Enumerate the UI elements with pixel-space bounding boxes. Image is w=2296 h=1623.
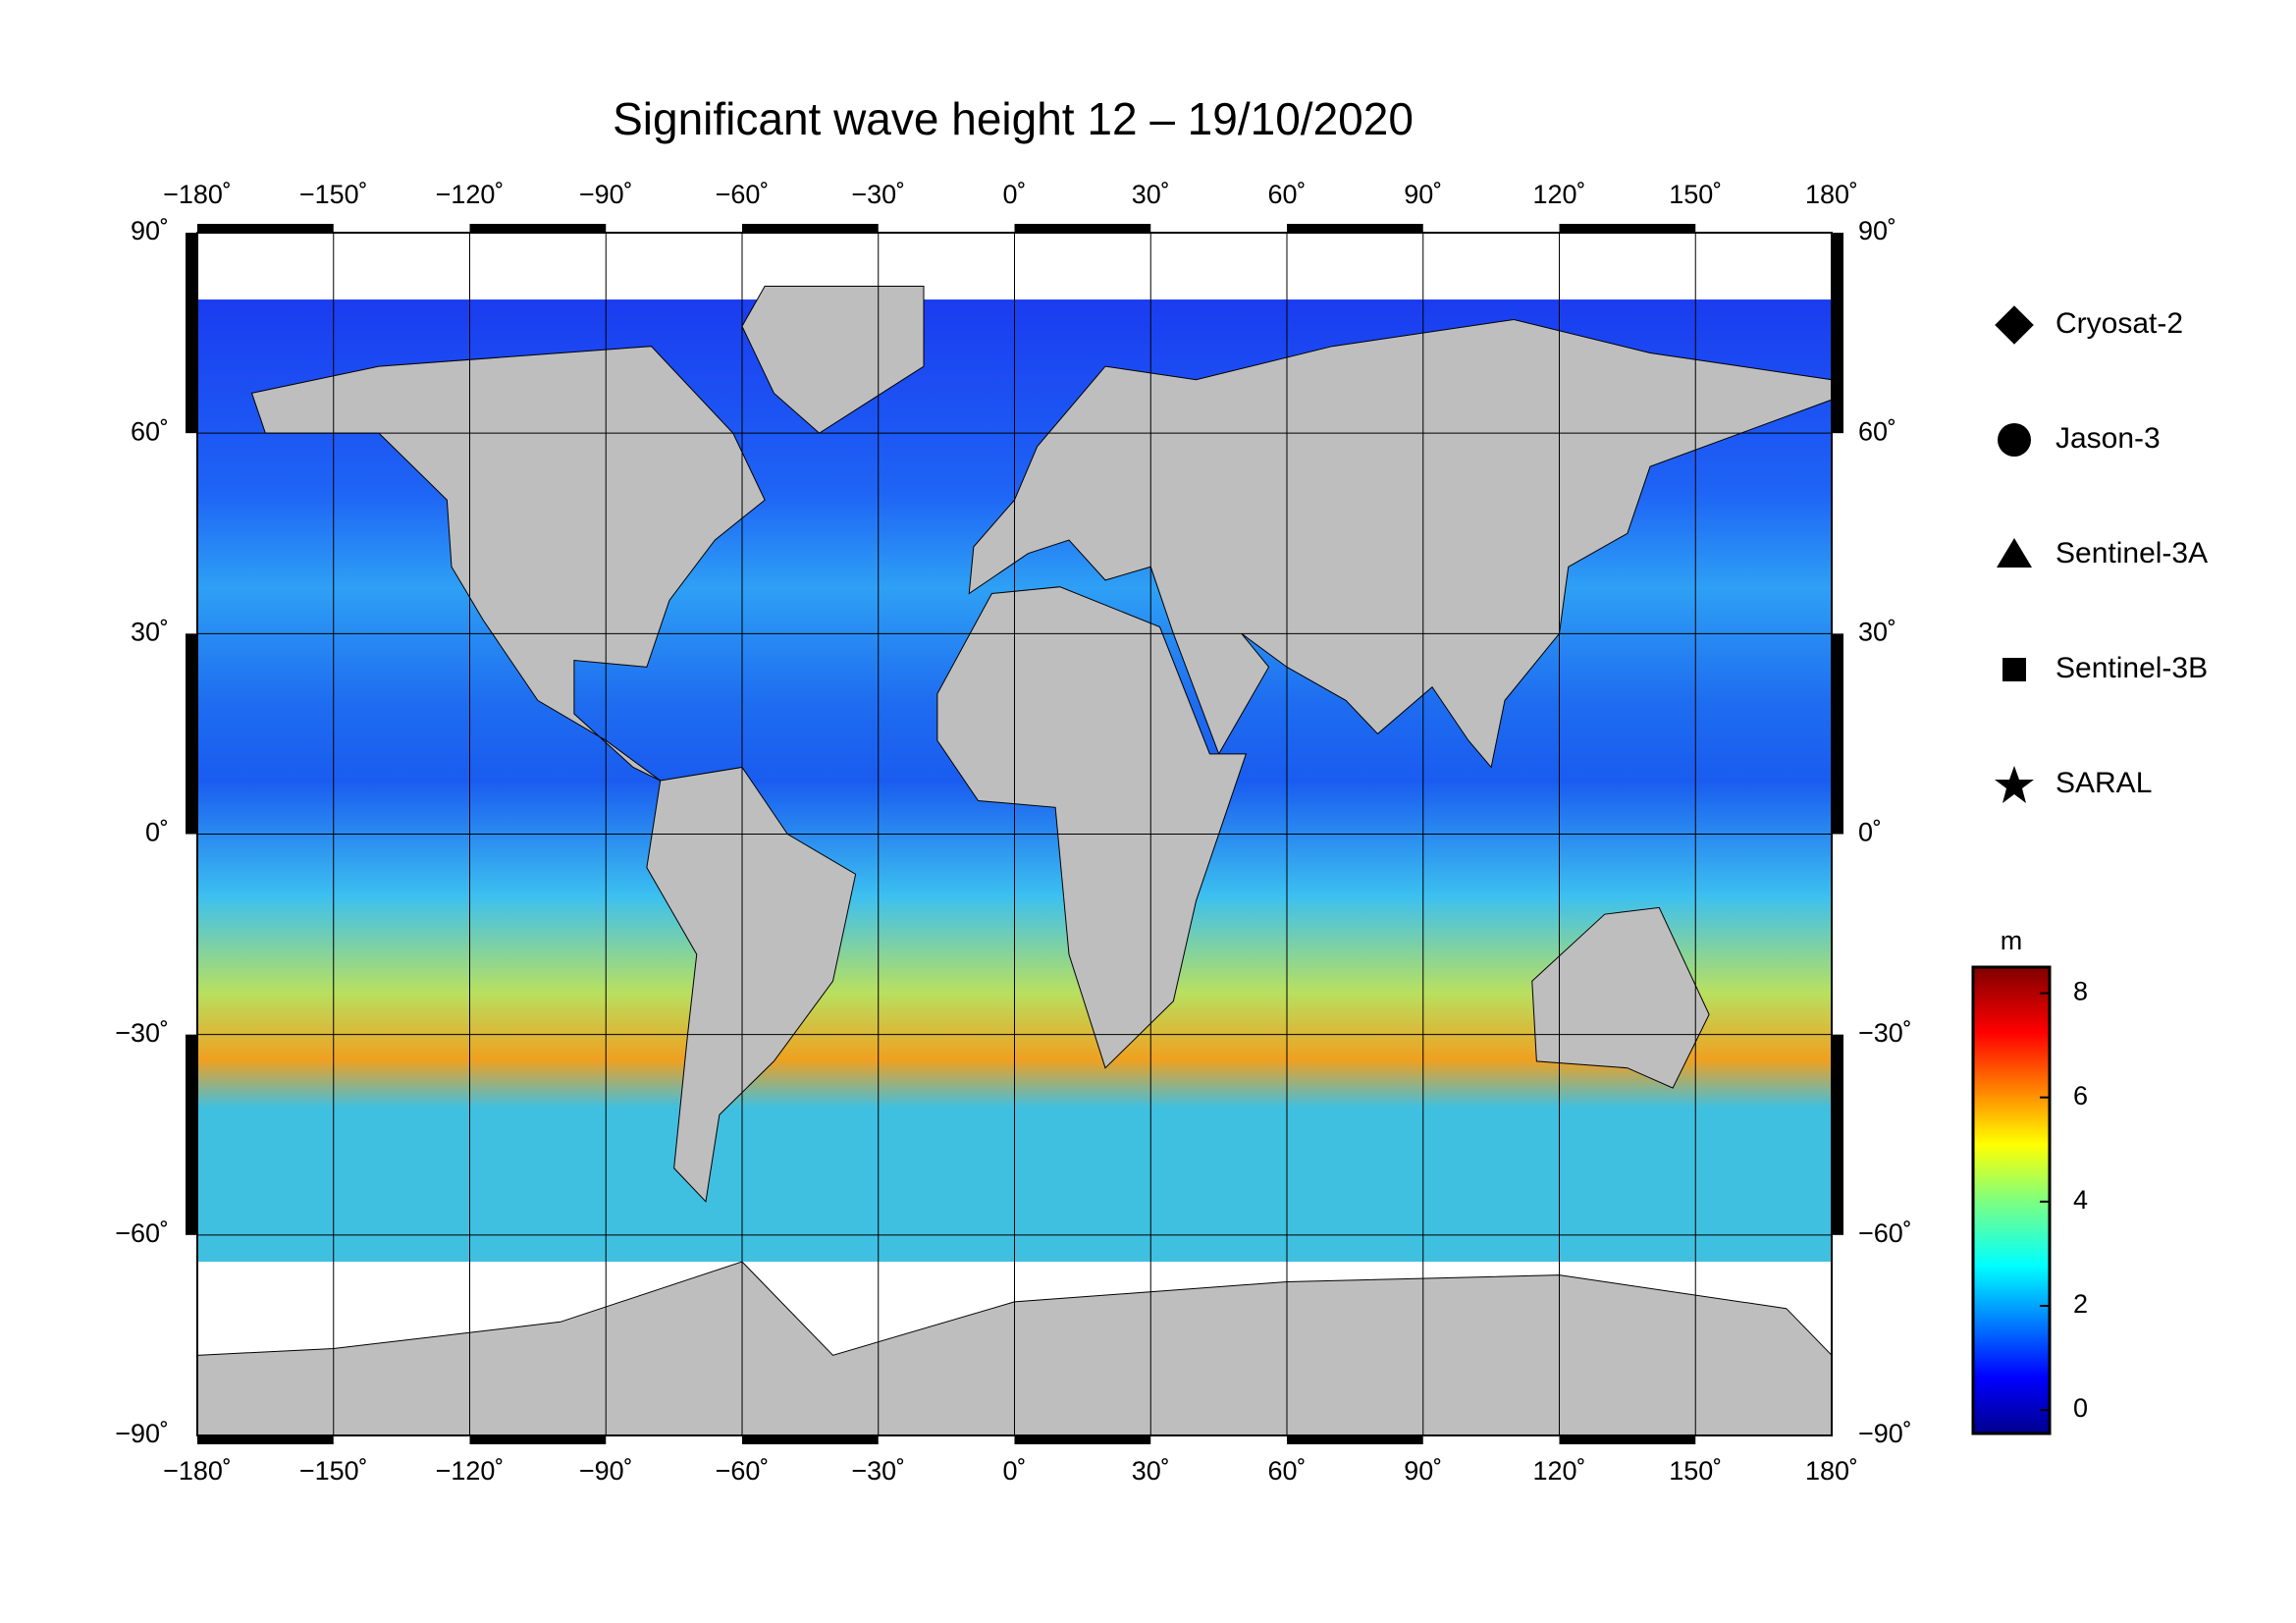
y-tick-label: 0˚ [145,818,169,847]
map-frame [196,232,1833,1436]
x-tick-label: 60˚ [1267,180,1306,209]
frame-band [186,1034,197,1235]
x-tick-label: 90˚ [1404,1456,1442,1486]
colorbar-unit: m [2001,926,2023,955]
frame-band [469,1435,607,1444]
legend-label: SARAL [2056,767,2152,799]
x-tick-label: 120˚ [1532,180,1585,209]
y-tick-label: −30˚ [115,1018,169,1048]
y-tick-label: −60˚ [115,1218,169,1248]
frame-band [1014,1435,1151,1444]
legend-label: Cryosat-2 [2056,307,2183,340]
legend-marker [1995,766,2034,803]
x-tick-label: 0˚ [1002,1456,1026,1486]
colorbar-tick-label: 4 [2073,1185,2088,1215]
x-tick-label: 120˚ [1532,1456,1585,1486]
x-tick-label: −90˚ [579,180,633,209]
y-tick-label: 60˚ [1858,416,1896,446]
x-tick-label: 150˚ [1669,180,1722,209]
frame-band [469,224,607,233]
frame-band [186,633,197,835]
map-title: Significant wave height 12 – 19/10/2020 [613,93,1414,144]
frame-band [197,1435,334,1444]
y-tick-label: 30˚ [1858,617,1896,646]
x-tick-label: 150˚ [1669,1456,1722,1486]
eurasia [968,318,1833,769]
colorbar-tick-label: 2 [2073,1289,2088,1319]
y-tick-label: 60˚ [131,416,169,446]
x-tick-label: −120˚ [436,1456,505,1486]
y-tick-label: 30˚ [131,617,169,646]
y-tick-label: −30˚ [1858,1018,1912,1048]
frame-band [1559,224,1696,233]
frame-band [1832,233,1843,434]
x-tick-label: −90˚ [579,1456,633,1486]
x-tick-label: −150˚ [299,1456,368,1486]
legend-marker [1998,423,2031,457]
y-tick-label: −90˚ [1858,1419,1912,1448]
frame-band [1832,633,1843,835]
x-tick-label: 30˚ [1132,1456,1170,1486]
x-tick-label: −150˚ [299,180,368,209]
frame-band [742,1435,879,1444]
x-tick-label: −60˚ [716,1456,770,1486]
legend-marker [2002,658,2026,681]
frame-band [1559,1435,1696,1444]
legend-label: Sentinel-3A [2056,537,2208,569]
x-tick-label: −30˚ [851,1456,905,1486]
x-tick-label: 30˚ [1132,180,1170,209]
x-tick-label: 90˚ [1404,180,1442,209]
legend-label: Sentinel-3B [2056,652,2208,684]
colorbar [1971,965,2052,1435]
y-tick-label: −90˚ [115,1419,169,1448]
x-tick-label: −120˚ [436,180,505,209]
colorbar-tick-label: 6 [2073,1081,2088,1110]
legend-marker [1997,538,2032,568]
y-tick-label: 90˚ [131,216,169,245]
x-tick-label: −30˚ [851,180,905,209]
x-tick-label: 60˚ [1267,1456,1306,1486]
legend [1995,305,2034,803]
x-tick-label: 180˚ [1805,180,1858,209]
frame-band [1287,1435,1423,1444]
map-area [186,224,1843,1444]
frame-band [1832,1034,1843,1235]
x-tick-label: 180˚ [1805,1456,1858,1486]
y-tick-label: 90˚ [1858,216,1896,245]
x-tick-label: −60˚ [716,180,770,209]
australia [1531,906,1710,1089]
frame-band [1014,224,1151,233]
legend-marker [1995,305,2034,345]
north-america [250,346,766,782]
x-tick-label: −180˚ [163,180,232,209]
colorbar-tick-label: 0 [2073,1393,2088,1423]
x-tick-label: 0˚ [1002,180,1026,209]
colorbar-tick-label: 8 [2073,977,2088,1006]
frame-band [197,224,334,233]
legend-label: Jason-3 [2056,422,2161,455]
frame-band [1287,224,1423,233]
frame-band [742,224,879,233]
frame-band [186,233,197,434]
x-tick-label: −180˚ [163,1456,232,1486]
y-tick-label: 0˚ [1858,818,1882,847]
y-tick-label: −60˚ [1858,1218,1912,1248]
